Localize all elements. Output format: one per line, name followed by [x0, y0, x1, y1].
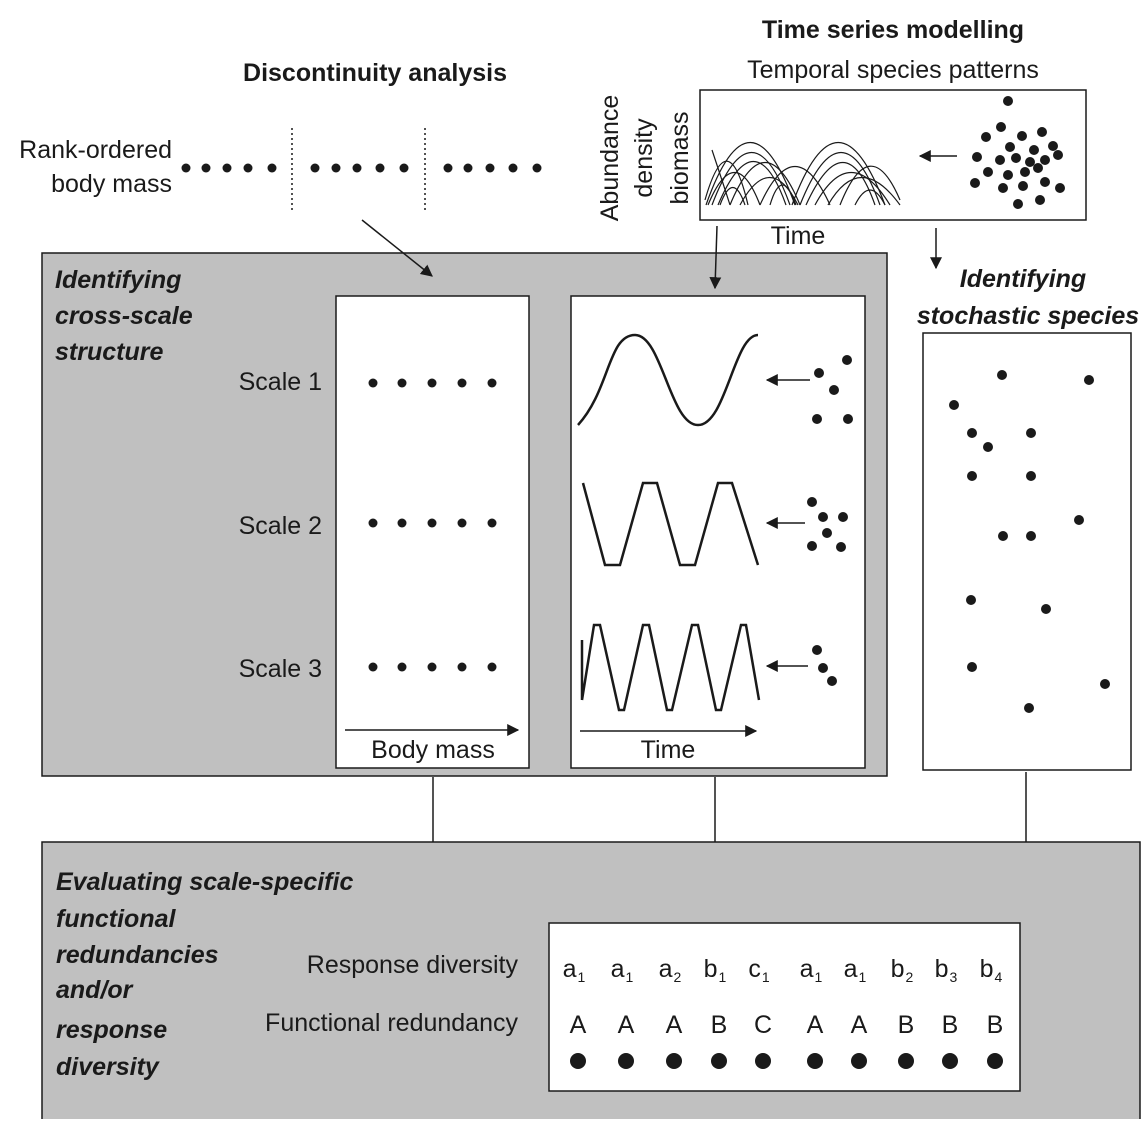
functional-redundancy-cell: B: [942, 1011, 959, 1039]
evaluation-heading-line6: diversity: [56, 1053, 160, 1081]
species-dot-cluster: [970, 96, 1065, 209]
cross-scale-heading-line1: Identifying: [55, 266, 181, 294]
timeseries-title: Time series modelling: [762, 16, 1024, 44]
scale-3-label: Scale 3: [239, 655, 322, 683]
response-diversity-subscript: 3: [950, 969, 958, 985]
scale-1-dots: [368, 378, 497, 388]
scale-2-dots: [368, 518, 497, 528]
functional-redundancy-cell: B: [711, 1011, 728, 1039]
rank-label-line1: Rank-ordered: [19, 136, 172, 164]
functional-redundancy-label: Functional redundancy: [265, 1009, 518, 1037]
functional-redundancy-cell: A: [807, 1011, 824, 1039]
body-mass-axis-label: Body mass: [371, 736, 495, 764]
functional-redundancy-cell: A: [618, 1011, 635, 1039]
discontinuity-to-bodymass-arrow: [361, 219, 433, 277]
species-dot: [570, 1053, 586, 1069]
timeseries-box: [699, 89, 1087, 221]
species-dot: [666, 1053, 682, 1069]
species-dot: [807, 1053, 823, 1069]
species-dot: [898, 1053, 914, 1069]
evaluation-heading-line5: response: [56, 1016, 167, 1044]
functional-redundancy-cell: A: [851, 1011, 868, 1039]
evaluation-heading-line4: and/or: [56, 976, 134, 1004]
species-dot: [711, 1053, 727, 1069]
evaluation-heading-line1: Evaluating scale-specific: [56, 868, 353, 896]
species-dot: [755, 1053, 771, 1069]
functional-redundancy-cell: B: [987, 1011, 1004, 1039]
evaluation-heading-line2: functional: [56, 905, 176, 933]
scale-2-label: Scale 2: [239, 512, 322, 540]
functional-redundancy-cell: B: [898, 1011, 915, 1039]
evaluation-heading-line3: redundancies: [56, 941, 219, 969]
rank-ordered-dots: [181, 163, 542, 173]
stochastic-species-dots: [949, 370, 1110, 713]
response-diversity-subscript: 1: [578, 969, 586, 985]
response-diversity-subscript: 1: [815, 969, 823, 985]
scale-3-species-dots: [812, 645, 837, 686]
response-diversity-subscript: 2: [906, 969, 914, 985]
stochastic-heading-line1: Identifying: [960, 265, 1086, 293]
timeseries-subtitle: Temporal species patterns: [747, 56, 1039, 84]
response-diversity-subscript: 1: [719, 969, 727, 985]
scale-1-label: Scale 1: [239, 368, 322, 396]
ts-axis-y-line1: Abundance: [596, 95, 624, 222]
species-dot-row: [570, 1053, 1003, 1069]
scale-1-wave: [577, 333, 759, 427]
body-mass-box: [335, 295, 530, 769]
response-diversity-subscript: 2: [674, 969, 682, 985]
response-diversity-subscript: 1: [859, 969, 867, 985]
species-dot: [618, 1053, 634, 1069]
ts-axis-y-line2: density: [630, 118, 658, 198]
time-axis-label: Time: [641, 736, 696, 764]
response-diversity-subscript: 1: [626, 969, 634, 985]
stochastic-heading-line2: stochastic species: [917, 302, 1139, 330]
functional-redundancy-cell: A: [570, 1011, 587, 1039]
scale-2-wave: [581, 481, 760, 567]
discontinuity-title: Discontinuity analysis: [243, 59, 507, 87]
response-diversity-label: Response diversity: [307, 951, 519, 979]
response-diversity-subscript: 1: [762, 969, 770, 985]
scale-3-dots: [368, 662, 497, 672]
cross-scale-heading-line3: structure: [55, 338, 163, 366]
scale-2-species-dots: [807, 497, 848, 552]
cross-scale-heading-line2: cross-scale: [55, 302, 193, 330]
ts-axis-x: Time: [771, 222, 826, 250]
ts-axis-y-line3: biomass: [666, 111, 694, 204]
functional-redundancy-cell: A: [666, 1011, 683, 1039]
species-dot: [851, 1053, 867, 1069]
scale-3-wave: [580, 623, 761, 712]
scale-1-species-dots: [812, 355, 853, 424]
functional-redundancy-cell: C: [754, 1011, 772, 1039]
timeseries-to-time-arrow: [709, 225, 722, 290]
response-diversity-subscript: 4: [995, 969, 1003, 985]
species-dot: [942, 1053, 958, 1069]
rank-label-line2: body mass: [51, 170, 172, 198]
evaluation-heading: Evaluating scale-specific functional red…: [56, 868, 353, 1081]
species-dot: [987, 1053, 1003, 1069]
overlapping-temporal-curves: [704, 142, 901, 206]
